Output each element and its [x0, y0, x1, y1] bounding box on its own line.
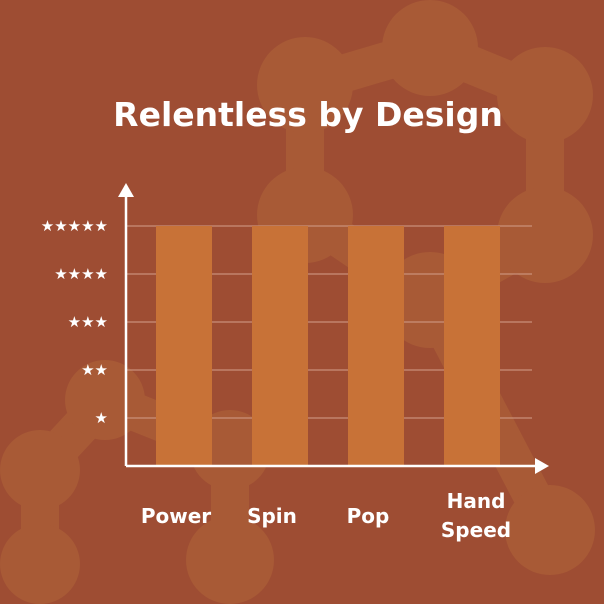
bar-pop — [348, 226, 404, 466]
y-axis-arrow-icon — [118, 183, 134, 197]
molecule-node — [497, 47, 593, 143]
x-category-labels: Power Spin Pop Hand Speed — [141, 489, 511, 542]
molecule-node — [0, 524, 80, 604]
x-axis-arrow-icon — [535, 458, 549, 474]
bar-hand-speed — [444, 226, 500, 466]
x-category-label: Hand — [447, 489, 506, 513]
y-tick-label: ★★★★★ — [41, 217, 108, 235]
x-category-label: Speed — [441, 518, 511, 542]
y-tick-label: ★ — [95, 409, 108, 427]
molecule-node — [0, 430, 80, 510]
molecule-node — [505, 485, 595, 575]
bar-spin — [252, 226, 308, 466]
y-tick-label: ★★★★ — [54, 265, 108, 283]
bar-power — [156, 226, 212, 466]
axes — [118, 183, 549, 474]
chart-title: Relentless by Design — [113, 95, 503, 134]
x-category-label: Spin — [247, 504, 297, 528]
molecule-node — [257, 37, 353, 133]
molecule-node — [382, 0, 478, 96]
y-tick-labels: ★★★★★★★★★★★★★★★ — [41, 217, 108, 427]
molecule-node — [186, 516, 274, 604]
bars — [156, 226, 500, 466]
molecule-node — [497, 187, 593, 283]
y-tick-label: ★★★ — [68, 313, 108, 331]
x-category-label: Pop — [347, 504, 390, 528]
y-tick-label: ★★ — [81, 361, 108, 379]
x-category-label: Power — [141, 504, 211, 528]
